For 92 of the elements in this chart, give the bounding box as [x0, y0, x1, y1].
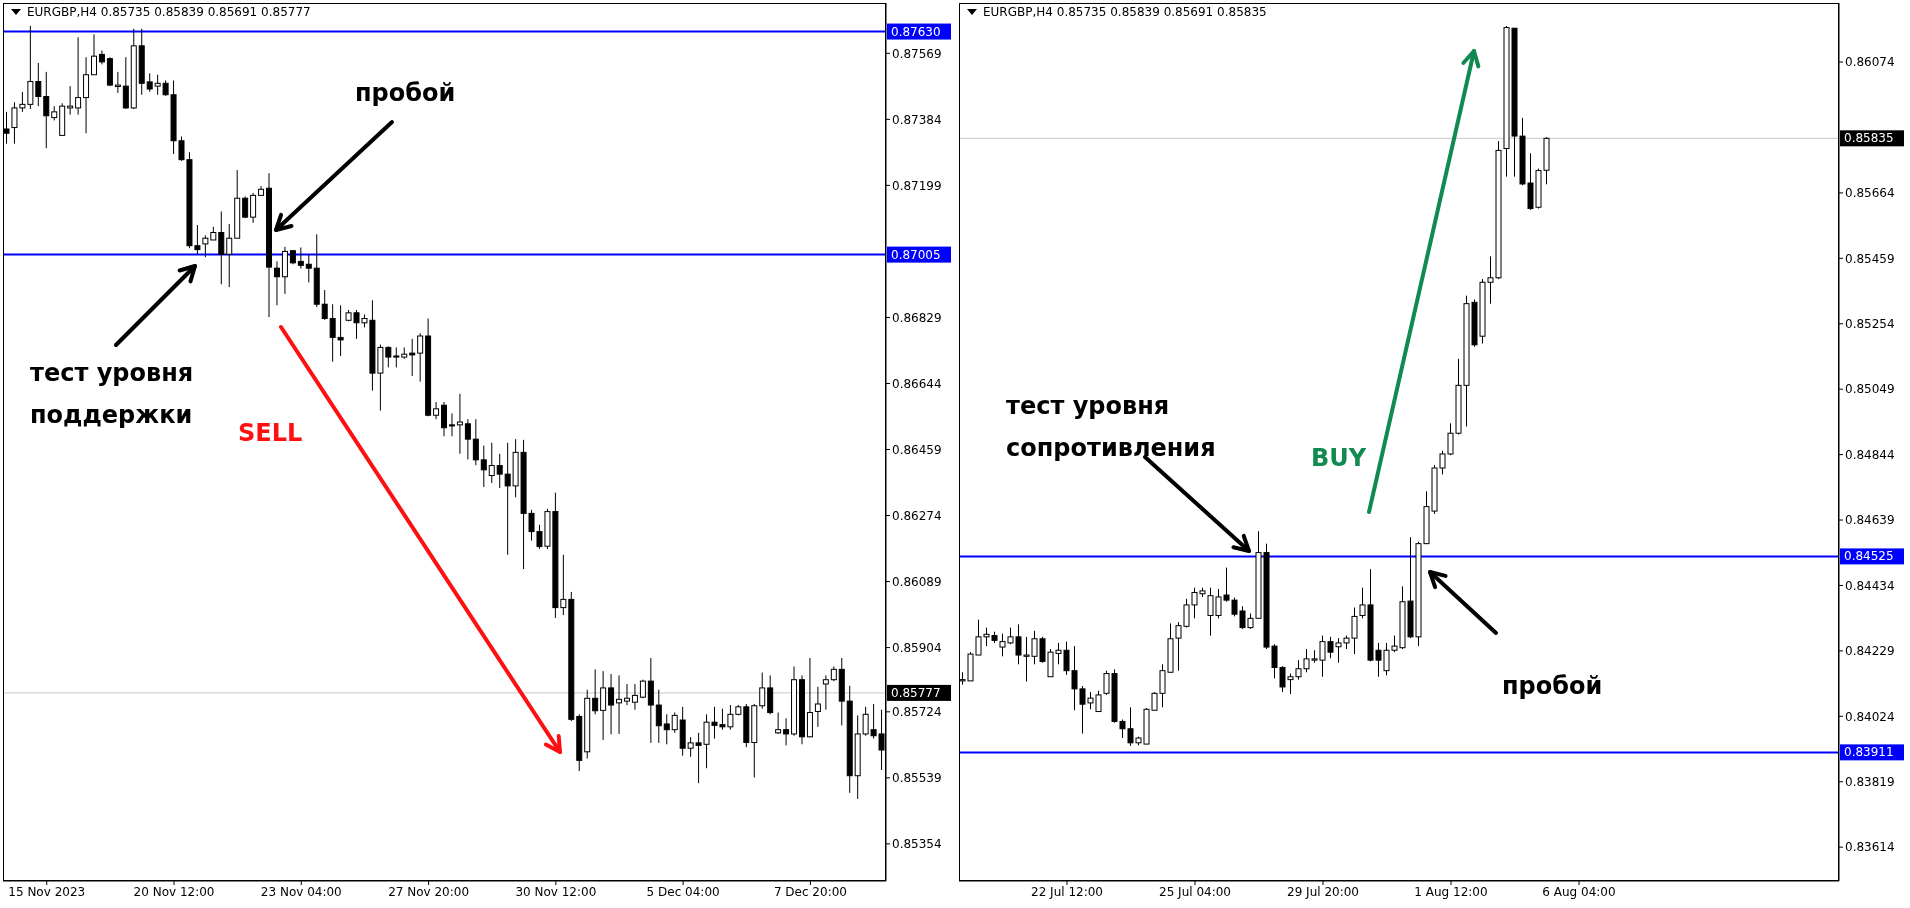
x-tick-label: 7 Dec 20:00: [773, 884, 847, 899]
ref-line-label: 0.84525: [1844, 549, 1894, 564]
candlestick: [671, 712, 678, 734]
annotation: тест уровня сопротивления: [1006, 391, 1217, 464]
candlestick: [600, 670, 607, 741]
candlestick: [616, 674, 623, 735]
candlestick: [814, 686, 821, 728]
candlestick: [67, 85, 74, 116]
x-tick-label: 30 Nov 12:00: [515, 884, 597, 899]
ref-line-label: 0.83911: [1844, 745, 1894, 760]
candlestick: [496, 453, 503, 489]
x-tick-label: 25 Jul 04:00: [1159, 884, 1231, 899]
candlestick: [655, 689, 662, 744]
y-tick-label: 0.87569: [892, 46, 942, 61]
candlestick: [250, 192, 257, 224]
y-tick-label: 0.86074: [1845, 55, 1895, 70]
x-tick-label: 20 Nov 12:00: [133, 884, 215, 899]
candlestick: [3, 111, 10, 145]
y-tick-label: 0.86459: [892, 442, 942, 457]
annotation: SELL: [238, 418, 304, 449]
y-tick-label: 0.85354: [892, 837, 942, 852]
y-tick-label: 0.87384: [892, 112, 942, 127]
candlestick: [226, 223, 233, 288]
candlestick: [488, 442, 495, 484]
y-tick-label: 0.86089: [892, 574, 942, 589]
y-tick-label: 0.84844: [1845, 447, 1895, 462]
y-tick-label: 0.83614: [1845, 840, 1895, 855]
candlestick: [321, 289, 328, 321]
annotation: пробой: [355, 78, 457, 109]
candlestick: [480, 445, 487, 488]
x-tick-label: 15 Nov 2023: [8, 884, 86, 899]
x-tick-label: 6 Aug 04:00: [1542, 884, 1616, 899]
candlestick: [114, 71, 121, 94]
candlestick: [623, 683, 630, 706]
candlestick: [448, 412, 455, 437]
y-tick-label: 0.87199: [892, 178, 942, 193]
chart-title: EURGBP,H4 0.85735 0.85839 0.85691 0.85835: [983, 5, 1267, 19]
chart-title: EURGBP,H4 0.85735 0.85839 0.85691 0.85777: [27, 5, 311, 19]
y-tick-label: 0.85049: [1845, 382, 1895, 397]
candlestick: [759, 672, 766, 710]
candlestick: [647, 657, 654, 744]
candlestick: [75, 36, 82, 116]
x-tick-label: 22 Jul 12:00: [1031, 884, 1103, 899]
y-tick-label: 0.84639: [1845, 513, 1895, 528]
candlestick: [822, 674, 829, 711]
candlestick: [417, 332, 424, 383]
y-tick-label: 0.84229: [1845, 644, 1895, 659]
y-tick-label: 0.84024: [1845, 709, 1895, 724]
x-tick-label: 1 Aug 12:00: [1414, 884, 1488, 899]
annotation: тест уровня поддержки: [30, 358, 195, 431]
candlestick: [441, 401, 448, 437]
y-tick-label: 0.85459: [1845, 251, 1895, 266]
candlestick: [631, 683, 638, 711]
candlestick: [592, 668, 599, 715]
candlestick: [608, 673, 615, 735]
annotation: BUY: [1311, 443, 1368, 474]
y-tick-label: 0.86644: [892, 376, 942, 391]
annotation: пробой: [1502, 671, 1604, 702]
x-tick-label: 23 Nov 04:00: [260, 884, 342, 899]
candlestick: [218, 210, 225, 285]
candlestick: [43, 71, 50, 149]
candlestick: [91, 33, 97, 76]
candlestick: [83, 56, 90, 134]
candlestick: [393, 346, 400, 368]
x-tick-label: 5 Dec 04:00: [646, 884, 720, 899]
ref-line-label: 0.85777: [891, 685, 941, 700]
y-tick-label: 0.85664: [1845, 186, 1895, 201]
candlestick: [663, 713, 670, 745]
candlestick: [297, 246, 304, 270]
y-tick-label: 0.85254: [1845, 317, 1895, 332]
x-tick-label: 27 Nov 20:00: [388, 884, 470, 899]
y-tick-label: 0.86829: [892, 310, 942, 325]
ref-line-label: 0.87630: [891, 24, 941, 39]
candlestick: [273, 260, 280, 306]
ref-line-label: 0.87005: [891, 247, 941, 262]
candlestick: [409, 338, 416, 377]
candlestick: [775, 712, 782, 735]
y-tick-label: 0.86274: [892, 508, 942, 523]
y-tick-label: 0.84434: [1845, 578, 1895, 593]
candlestick: [456, 393, 463, 455]
x-tick-label: 29 Jul 20:00: [1287, 884, 1359, 899]
y-tick-label: 0.85904: [892, 640, 942, 655]
candlestick: [433, 401, 440, 420]
candlestick: [305, 253, 312, 283]
ref-line-label: 0.85835: [1844, 131, 1894, 146]
y-tick-label: 0.83819: [1845, 775, 1895, 789]
candlestick: [783, 717, 790, 746]
candlestick: [472, 418, 479, 466]
candlestick: [464, 418, 471, 460]
y-tick-label: 0.85539: [892, 771, 942, 786]
candlestick: [122, 56, 129, 110]
y-tick-label: 0.85724: [892, 705, 942, 720]
